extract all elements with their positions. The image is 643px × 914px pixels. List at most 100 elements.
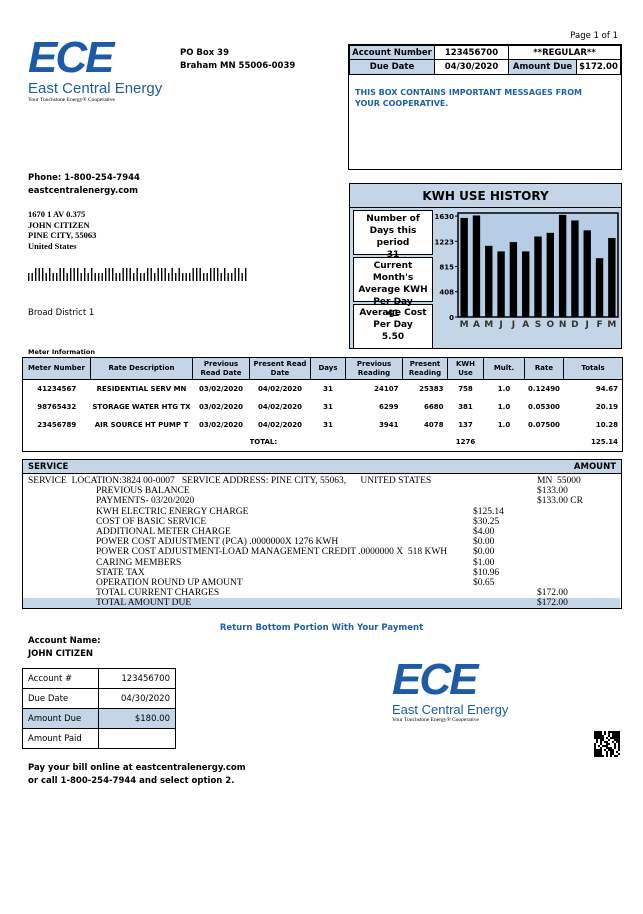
amount: $133.00 xyxy=(537,486,568,497)
qr-module xyxy=(594,733,596,735)
qr-module xyxy=(614,737,616,739)
meter-cell: 24107 xyxy=(374,384,399,393)
address-line: Braham MN 55006-0039 xyxy=(180,61,296,71)
charge: $30.25 xyxy=(473,516,500,527)
qr-module xyxy=(598,751,600,753)
logo-letters: ECE xyxy=(28,33,114,82)
service-line: STATE TAX $10.96 xyxy=(23,568,620,578)
qr-module xyxy=(616,751,618,753)
address-line: 1670 1 AV 0.375 xyxy=(28,209,86,219)
website: eastcentralenergy.com xyxy=(28,186,138,196)
meter-cell: 0.07500 xyxy=(528,420,560,429)
column-header: Previous Read Date xyxy=(192,357,250,380)
logo: ECE East Central Energy Your Touchstone … xyxy=(392,658,509,724)
qr-module xyxy=(616,735,618,737)
qr-module xyxy=(604,731,606,733)
bar-stroke xyxy=(42,268,44,281)
total-cell xyxy=(91,434,193,452)
meter-cell: 31 xyxy=(323,420,333,429)
qr-module xyxy=(608,735,610,737)
address-line: PO Box 39 xyxy=(180,48,230,58)
stub-row: Account #123456700 xyxy=(22,668,176,689)
qr-module xyxy=(606,753,608,755)
qr-module xyxy=(600,739,602,741)
bar-stroke xyxy=(234,268,236,281)
service-line: COST OF BASIC SERVICE $30.25 xyxy=(23,517,620,527)
total-cell xyxy=(346,434,403,452)
meter-cell: AIR SOURCE HT PUMP T xyxy=(94,420,189,429)
column-header: KWH Use xyxy=(447,357,484,380)
stub-row: Due Date 04/30/2020 xyxy=(22,688,176,709)
qr-module xyxy=(618,749,620,751)
total-cell xyxy=(403,434,448,452)
bar xyxy=(485,245,493,317)
payment-stub: Account #123456700 Due Date 04/30/2020 Amou… xyxy=(22,668,176,749)
qr-module xyxy=(600,741,602,743)
qr-module xyxy=(618,735,620,737)
meter-cell: 137 xyxy=(458,420,473,429)
service-line: TOTAL CURRENT CHARGES $172.00 xyxy=(23,588,620,598)
meter-cell: 758 xyxy=(458,384,473,393)
qr-module xyxy=(618,741,620,743)
account-number: 123456700 xyxy=(434,45,509,60)
qr-module xyxy=(616,737,618,739)
meter-cell: 98765432 xyxy=(37,402,77,411)
bar-stroke xyxy=(84,268,86,281)
message: THIS BOX CONTAINS IMPORTANT MESSAGES FRO… xyxy=(355,88,582,108)
column-header: Previous Reading xyxy=(345,357,403,380)
service-line: POWER COST ADJUSTMENT (PCA) .0000000X 12… xyxy=(23,537,620,547)
column-header: Meter Number xyxy=(22,357,91,380)
district: Broad District 1 xyxy=(28,308,95,318)
qr-module xyxy=(610,755,612,757)
qr-module xyxy=(606,751,608,753)
bar-stroke xyxy=(63,268,65,281)
qr-module xyxy=(596,739,598,741)
bar-stroke xyxy=(115,273,117,281)
column-header: Rate xyxy=(524,357,564,380)
due-date: 04/30/2020 xyxy=(434,59,509,75)
account-number-label: Account Number xyxy=(349,45,435,60)
qr-module xyxy=(612,749,614,751)
meter-cell: 4078 xyxy=(424,420,444,429)
qr-module xyxy=(604,733,606,735)
qr-module xyxy=(594,731,596,733)
account-name: Account Name: JOHN CITIZEN xyxy=(28,635,101,661)
qr-module xyxy=(612,753,614,755)
kwh-panel: KWH USE HISTORY Number of Days this peri… xyxy=(349,183,622,349)
bar xyxy=(583,230,591,317)
bar-stroke xyxy=(210,268,212,281)
column-header: Mult. xyxy=(483,357,525,380)
bar-stroke xyxy=(70,268,72,281)
y-tick-label: 815 xyxy=(439,264,454,272)
qr-module xyxy=(594,735,596,737)
logo-name: East Central Energy xyxy=(392,702,509,717)
x-tick-label: O xyxy=(546,320,554,330)
bar-stroke xyxy=(220,273,222,281)
charge: $1.00 xyxy=(473,557,495,568)
bar-stroke xyxy=(101,273,103,281)
qr-module xyxy=(596,737,598,739)
qr-module xyxy=(600,733,602,735)
y-tick-label: 1630 xyxy=(435,213,455,221)
address-line: JOHN CITIZEN xyxy=(28,219,90,230)
qr-module xyxy=(610,731,612,733)
meter-row: 98765432 STORAGE WATER HTG TX 03/02/2020 04… xyxy=(23,398,623,416)
bar xyxy=(595,258,604,317)
x-tick-label: M xyxy=(607,320,616,330)
meter-table: Meter Number Rate Description Previous Rea… xyxy=(22,357,623,452)
qr-module xyxy=(608,747,610,749)
service-text: PAYMENTS- 03/20/2020 xyxy=(96,496,195,507)
meter-cell: 41234567 xyxy=(37,384,77,393)
qr-module xyxy=(614,747,616,749)
total-cell xyxy=(311,434,346,452)
qr-module xyxy=(600,735,602,737)
amount-due: $172.00 xyxy=(576,59,621,75)
stub-row: Amount Paid xyxy=(22,728,176,749)
x-tick-label: F xyxy=(596,320,602,330)
qr-module xyxy=(598,737,600,739)
x-tick-label: M xyxy=(460,320,469,330)
bar-stroke xyxy=(126,268,128,281)
service-text: OPERATION ROUND UP AMOUNT xyxy=(96,577,243,588)
service-line: SERVICE LOCATION:3824 00-0007 SERVICE AD… xyxy=(23,476,620,486)
meter-cell: 04/02/2020 xyxy=(257,420,303,429)
